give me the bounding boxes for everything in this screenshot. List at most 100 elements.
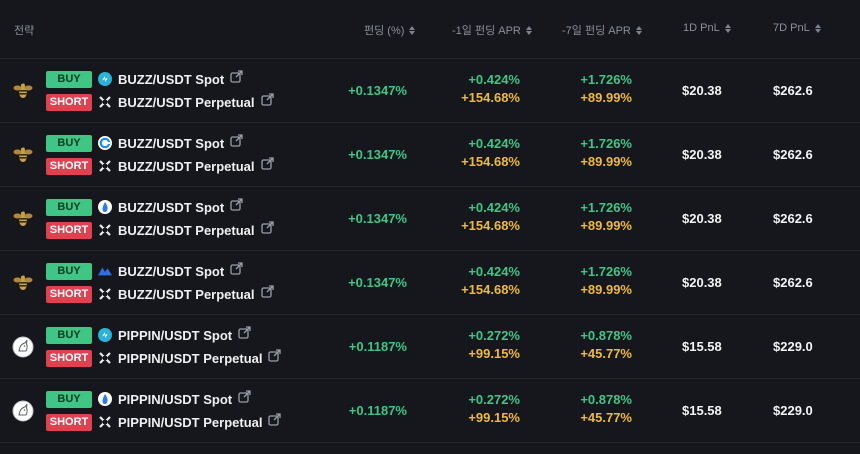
table-row[interactable]: BUY BUZZ/USDT Spot SHORT BUZZ/USDT Perpe… bbox=[0, 251, 860, 315]
header-apr1-sort[interactable]: -1일 펀딩 APR bbox=[452, 22, 532, 38]
apr7-rate: +1.726% bbox=[580, 72, 632, 87]
perp-leg: SHORT BUZZ/USDT Perpetual bbox=[46, 93, 274, 111]
buy-badge: BUY bbox=[46, 326, 92, 344]
funding-value: +0.1347% bbox=[348, 275, 407, 290]
pnl1-value: $20.38 bbox=[682, 83, 722, 98]
circle-c-exchange-icon bbox=[98, 136, 112, 150]
apr1-yearly: +154.68% bbox=[461, 154, 520, 169]
sort-icon bbox=[814, 23, 821, 33]
header-funding-sort[interactable]: 펀딩 (%) bbox=[364, 22, 416, 38]
apr7-yearly: +89.99% bbox=[580, 154, 632, 169]
spot-pair-label: BUZZ/USDT Spot bbox=[118, 199, 225, 215]
swap-exchange-icon bbox=[98, 328, 112, 342]
external-link-icon[interactable] bbox=[260, 157, 274, 175]
apr7-rate: +0.878% bbox=[580, 392, 632, 407]
table-header: 전략 펀딩 (%) -1일 펀딩 APR -7일 펀딩 APR 1D PnL 7… bbox=[0, 0, 860, 59]
perp-leg: SHORT PIPPIN/USDT Perpetual bbox=[46, 413, 282, 431]
apr1-rate: +0.424% bbox=[468, 136, 520, 151]
table-row[interactable]: BUY BUZZ/USDT Spot SHORT BUZZ/USDT Perpe… bbox=[0, 187, 860, 251]
external-link-icon[interactable] bbox=[238, 326, 251, 344]
apr1-yearly: +99.15% bbox=[468, 346, 520, 361]
external-link-icon[interactable] bbox=[260, 285, 274, 303]
apr7-rate: +1.726% bbox=[580, 136, 632, 151]
perp-pair-label: BUZZ/USDT Perpetual bbox=[118, 222, 255, 238]
header-apr7-sort[interactable]: -7일 펀딩 APR bbox=[562, 22, 642, 38]
buy-badge: BUY bbox=[46, 134, 92, 152]
buy-badge: BUY bbox=[46, 70, 92, 88]
perp-pair-label: PIPPIN/USDT Perpetual bbox=[118, 414, 263, 430]
table-row[interactable]: BUY PIPPIN/USDT Spot SHORT PIPPIN/USDT P… bbox=[0, 379, 860, 443]
perp-pair-label: BUZZ/USDT Perpetual bbox=[118, 158, 255, 174]
sort-icon bbox=[525, 25, 532, 35]
apr7-yearly: +45.77% bbox=[580, 346, 632, 361]
apr7-rate: +1.726% bbox=[580, 264, 632, 279]
apr7-yearly: +89.99% bbox=[580, 218, 632, 233]
bee-icon bbox=[12, 80, 34, 102]
external-link-icon[interactable] bbox=[230, 262, 243, 280]
spot-leg: BUY BUZZ/USDT Spot bbox=[46, 262, 243, 280]
spot-leg: BUY BUZZ/USDT Spot bbox=[46, 134, 243, 152]
buy-badge: BUY bbox=[46, 390, 92, 408]
apr1-rate: +0.424% bbox=[468, 264, 520, 279]
x-exchange-icon bbox=[98, 159, 112, 173]
sort-icon bbox=[635, 25, 642, 35]
spot-pair-label: PIPPIN/USDT Spot bbox=[118, 327, 233, 343]
pnl1-value: $20.38 bbox=[682, 147, 722, 162]
funding-value: +0.1347% bbox=[348, 211, 407, 226]
unicorn-icon bbox=[12, 400, 34, 422]
x-exchange-icon bbox=[98, 95, 112, 109]
apr7-yearly: +89.99% bbox=[580, 90, 632, 105]
unicorn-icon bbox=[12, 336, 34, 358]
short-badge: SHORT bbox=[46, 349, 92, 367]
external-link-icon[interactable] bbox=[230, 134, 243, 152]
pnl7-value: $262.6 bbox=[773, 211, 813, 226]
short-badge: SHORT bbox=[46, 157, 92, 175]
header-pnl7-sort[interactable]: 7D PnL bbox=[773, 22, 821, 34]
short-badge: SHORT bbox=[46, 93, 92, 111]
external-link-icon[interactable] bbox=[230, 70, 243, 88]
funding-value: +0.1187% bbox=[348, 403, 407, 418]
funding-value: +0.1187% bbox=[348, 339, 407, 354]
pnl7-value: $262.6 bbox=[773, 275, 813, 290]
external-link-icon[interactable] bbox=[268, 413, 282, 431]
apr1-rate: +0.272% bbox=[468, 392, 520, 407]
flame-exchange-icon bbox=[98, 392, 112, 406]
sort-icon bbox=[409, 25, 416, 35]
external-link-icon[interactable] bbox=[260, 221, 274, 239]
x-exchange-icon bbox=[98, 415, 112, 429]
buy-badge: BUY bbox=[46, 198, 92, 216]
x-exchange-icon bbox=[98, 351, 112, 365]
spot-leg: BUY BUZZ/USDT Spot bbox=[46, 70, 243, 88]
apr1-yearly: +154.68% bbox=[461, 90, 520, 105]
pnl1-value: $20.38 bbox=[682, 211, 722, 226]
pnl1-value: $15.58 bbox=[682, 339, 722, 354]
apr7-yearly: +45.77% bbox=[580, 410, 632, 425]
external-link-icon[interactable] bbox=[260, 93, 274, 111]
pnl7-value: $262.6 bbox=[773, 83, 813, 98]
spot-leg: BUY PIPPIN/USDT Spot bbox=[46, 326, 251, 344]
short-badge: SHORT bbox=[46, 413, 92, 431]
table-row[interactable]: BUY BUZZ/USDT Spot SHORT BUZZ/USDT Perpe… bbox=[0, 123, 860, 187]
table-row[interactable]: BUY BUZZ/USDT Spot SHORT BUZZ/USDT Perpe… bbox=[0, 59, 860, 123]
perp-pair-label: PIPPIN/USDT Perpetual bbox=[118, 350, 263, 366]
apr7-rate: +0.878% bbox=[580, 328, 632, 343]
pnl1-value: $15.58 bbox=[682, 403, 722, 418]
bee-icon bbox=[12, 208, 34, 230]
perp-leg: SHORT BUZZ/USDT Perpetual bbox=[46, 157, 274, 175]
pnl7-value: $229.0 bbox=[773, 339, 813, 354]
apr7-rate: +1.726% bbox=[580, 200, 632, 215]
spot-pair-label: PIPPIN/USDT Spot bbox=[118, 391, 233, 407]
bee-icon bbox=[12, 272, 34, 294]
header-pnl1-sort[interactable]: 1D PnL bbox=[683, 22, 731, 34]
external-link-icon[interactable] bbox=[238, 390, 251, 408]
external-link-icon[interactable] bbox=[268, 349, 282, 367]
external-link-icon[interactable] bbox=[230, 198, 243, 216]
spot-leg: BUY BUZZ/USDT Spot bbox=[46, 198, 243, 216]
table-row[interactable]: BUY PIPPIN/USDT Spot SHORT PIPPIN/USDT P… bbox=[0, 315, 860, 379]
pnl7-value: $229.0 bbox=[773, 403, 813, 418]
swap-exchange-icon bbox=[98, 72, 112, 86]
short-badge: SHORT bbox=[46, 221, 92, 239]
funding-value: +0.1347% bbox=[348, 147, 407, 162]
perp-leg: SHORT BUZZ/USDT Perpetual bbox=[46, 221, 274, 239]
apr1-rate: +0.424% bbox=[468, 200, 520, 215]
